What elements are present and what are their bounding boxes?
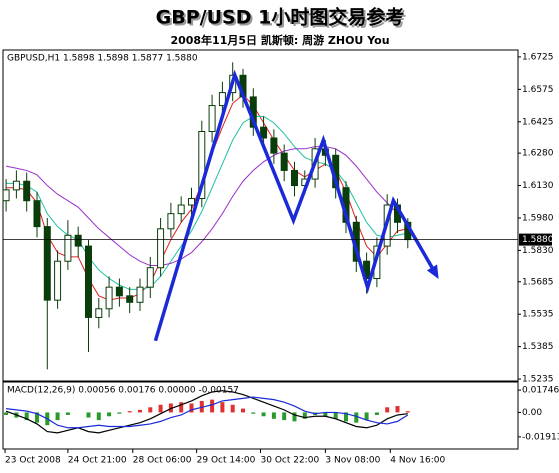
price-info: GBPUSD,H1 1.5898 1.5898 1.5877 1.5880 [7,54,198,64]
x-tick-label: 28 Oct 06:00 [133,456,192,466]
macd-histogram-bar [220,402,225,413]
macd-line [6,396,409,429]
macd-histogram-bar [86,412,91,418]
macd-histogram-bar [96,412,101,421]
macd-histogram-bar [251,412,256,414]
candle-body [54,260,62,301]
y-tick-label: 1.5830 [522,246,554,256]
macd-histogram-bar [34,412,39,423]
current-price-label: 1.5880 [522,235,554,245]
x-tick-label: 29 Oct 14:00 [197,456,256,466]
macd-histogram-bar [323,412,328,417]
macd-histogram-bar [240,408,245,413]
x-tick-label: 23 Oct 2008 [5,456,61,466]
candle-body [280,152,288,171]
y-tick-label: 1.5385 [522,342,554,352]
candle-body [270,137,278,154]
candle-body [12,180,20,191]
x-tick-label: 4 Nov 16:00 [390,456,445,466]
macd-histogram-bar [117,412,122,414]
y-tick-label: 1.6280 [522,149,554,159]
macd-histogram-bar [385,407,390,413]
y-tick-label: 1.5535 [522,310,554,320]
x-tick-label: 24 Oct 21:00 [68,456,127,466]
candle-body [187,198,195,206]
macd-histogram-bar [24,412,29,421]
y-tick-label: 1.5685 [522,277,554,287]
macd-histogram-bar [343,412,348,422]
chart-title: GBP/USD 1小时图交易参考 [156,6,405,29]
candle-body [260,126,268,139]
y-tick-label: 0.01746 [522,386,559,396]
macd-histogram-bar [55,412,60,421]
macd-histogram-bar [107,412,112,417]
macd-histogram-bar [292,412,297,422]
macd-histogram-bar [189,403,194,413]
candle-body [198,131,206,200]
candle-body [146,267,154,288]
macd-histogram-bar [230,404,235,413]
macd-histogram-bar [271,412,276,419]
candle-body [177,204,185,215]
macd-histogram-bar [210,399,215,413]
y-tick-label: 1.5235 [522,375,554,385]
y-tick-label: 1.6425 [522,117,554,127]
macd-histogram-bar [261,412,266,417]
trend-zigzag [153,69,439,342]
candle-body [33,200,41,228]
candle-body [208,105,216,133]
macd-histogram-bar [158,404,163,413]
price-panel [2,49,519,382]
macd-histogram-bar [148,407,153,413]
x-tick-label: 3 Nov 08:00 [325,456,380,466]
chart-subtitle: 2008年11月5日 凯斯顿: 周游 ZHOU You [170,33,389,47]
candle-body [84,245,92,318]
y-tick-label: 1.6725 [522,52,554,62]
macd-histogram-bar [4,412,9,415]
macd-histogram-bar [282,412,287,421]
candle-body [105,286,113,310]
y-tick-label: 1.6575 [522,85,554,95]
candle-body [115,286,123,297]
candle-body [218,92,226,107]
x-tick-label: 30 Oct 22:00 [261,456,320,466]
candle-body [43,226,51,301]
macd-histogram-bar [199,400,204,413]
y-tick-label: 0.00 [522,408,542,418]
candle-body [167,213,175,230]
macd-histogram-bar [65,412,70,415]
macd-info: MACD(12,26,9) 0.00056 0.00176 0.00000 -0… [7,386,239,396]
candle-body [157,228,165,269]
current-price-box [519,233,552,246]
macd-histogram-bar [302,412,307,419]
candle-body [290,169,298,187]
moving-average [5,146,409,267]
macd-line [5,390,408,434]
y-tick-label: -0.01913 [522,432,559,442]
candle-body [64,234,72,262]
candle-body [136,286,144,303]
candle-body [74,234,82,247]
macd-histogram-bar [333,412,338,419]
candle-body [126,295,134,303]
y-tick-label: 1.6130 [522,181,554,191]
macd-histogram-bar [127,411,132,413]
trend-arrowhead [426,264,439,279]
y-tick-label: 1.5980 [522,213,554,223]
macd-histogram-bar [179,402,184,413]
macd-histogram-bar [137,409,142,413]
candle-body [95,308,103,318]
candle-body [2,189,10,202]
macd-histogram-bar [374,412,379,415]
moving-average [6,115,408,290]
macd-histogram-bar [405,411,410,413]
macd-histogram-bar [395,406,400,413]
macd-histogram-bar [354,412,359,423]
candle-body [23,180,31,202]
macd-histogram-bar [364,412,369,421]
